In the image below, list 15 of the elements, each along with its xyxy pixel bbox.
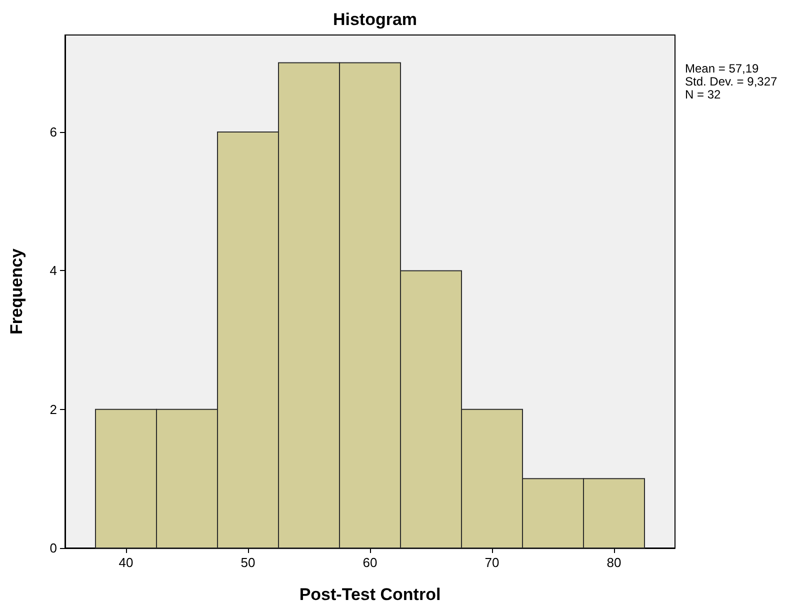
text: Mean = 57,19	[685, 62, 760, 76]
x-tick-label: 80	[606, 555, 622, 570]
text: Std. Dev. = 9,327	[685, 74, 778, 88]
x-tick-label: 50	[240, 555, 256, 570]
chart-title: Histogram	[332, 10, 418, 29]
x-axis-title: Post-Test Control	[299, 585, 441, 604]
y-tick-label: 6	[50, 124, 57, 140]
text: N = 32	[685, 88, 722, 102]
y-tick-label: 2	[50, 402, 57, 417]
x-tick-label: 40	[118, 555, 134, 570]
y-tick-label: 4	[50, 263, 57, 278]
x-tick-label: 70	[484, 555, 500, 570]
y-tick-label: 0	[50, 540, 57, 556]
y-axis-title: Frequency	[7, 248, 26, 334]
x-tick-label: 60	[362, 555, 378, 570]
